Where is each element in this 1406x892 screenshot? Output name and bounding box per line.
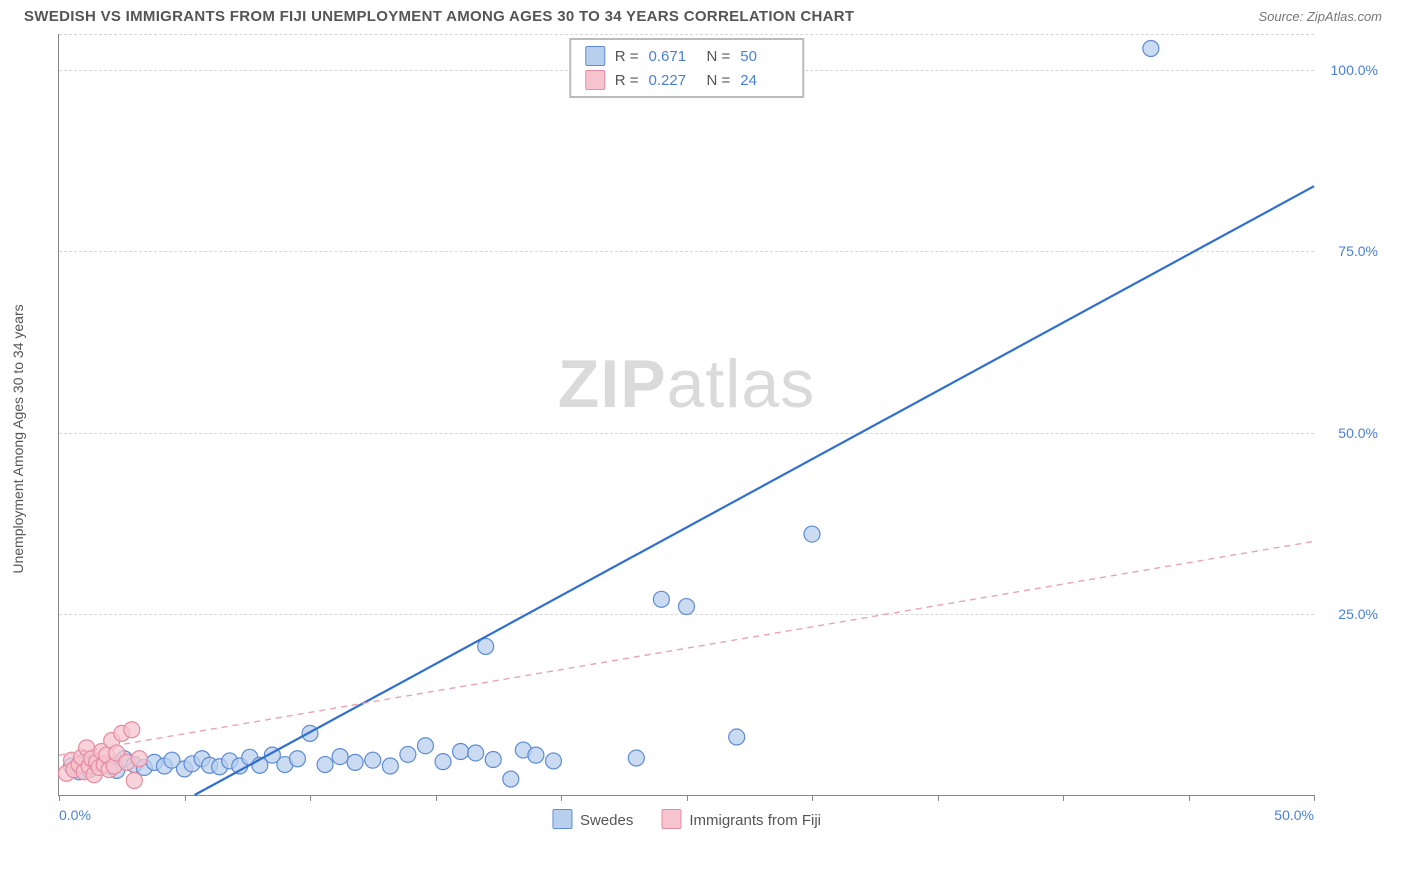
data-point — [653, 591, 669, 607]
plot-area: ZIPatlas R = 0.671 N = 50 R = 0.227 N = … — [58, 34, 1314, 796]
y-tick-label: 25.0% — [1338, 606, 1378, 622]
r-label: R = — [615, 72, 639, 89]
n-value-fiji: 24 — [740, 72, 788, 89]
series-legend: Swedes Immigrants from Fiji — [552, 809, 821, 829]
correlation-row-fiji: R = 0.227 N = 24 — [585, 68, 789, 92]
chart-svg — [59, 34, 1314, 795]
correlation-row-swedes: R = 0.671 N = 50 — [585, 44, 789, 68]
trend-line — [59, 541, 1314, 755]
data-point — [528, 747, 544, 763]
swatch-fiji — [661, 809, 681, 829]
data-point — [417, 738, 433, 754]
data-point — [382, 758, 398, 774]
header-bar: SWEDISH VS IMMIGRANTS FROM FIJI UNEMPLOY… — [0, 0, 1406, 29]
y-tick-label: 100.0% — [1331, 62, 1378, 78]
legend-label-fiji: Immigrants from Fiji — [689, 812, 821, 829]
data-point — [289, 751, 305, 767]
correlation-legend: R = 0.671 N = 50 R = 0.227 N = 24 — [569, 38, 805, 98]
n-value-swedes: 50 — [740, 48, 788, 65]
legend-label-swedes: Swedes — [580, 812, 633, 829]
n-label: N = — [707, 48, 731, 65]
swatch-fiji — [585, 70, 605, 90]
data-point — [679, 599, 695, 615]
trend-line — [195, 186, 1314, 795]
data-point — [1143, 40, 1159, 56]
data-point — [124, 722, 140, 738]
x-tick-label-min: 0.0% — [59, 807, 91, 823]
data-point — [729, 729, 745, 745]
legend-item-swedes: Swedes — [552, 809, 633, 829]
plot-wrapper: Unemployment Among Ages 30 to 34 years Z… — [34, 34, 1384, 844]
data-point — [332, 749, 348, 765]
r-value-swedes: 0.671 — [649, 48, 697, 65]
data-point — [126, 773, 142, 789]
x-tick-label-max: 50.0% — [1274, 807, 1314, 823]
r-value-fiji: 0.227 — [649, 72, 697, 89]
data-point — [453, 744, 469, 760]
data-point — [317, 757, 333, 773]
data-point — [347, 754, 363, 770]
data-point — [365, 752, 381, 768]
swatch-swedes — [585, 46, 605, 66]
data-point — [545, 753, 561, 769]
data-point — [628, 750, 644, 766]
y-axis-title: Unemployment Among Ages 30 to 34 years — [10, 304, 26, 573]
data-point — [400, 746, 416, 762]
source-label: Source: ZipAtlas.com — [1258, 9, 1382, 24]
data-point — [485, 751, 501, 767]
n-label: N = — [707, 72, 731, 89]
r-label: R = — [615, 48, 639, 65]
y-tick-label: 75.0% — [1338, 243, 1378, 259]
chart-title: SWEDISH VS IMMIGRANTS FROM FIJI UNEMPLOY… — [24, 8, 854, 25]
data-point — [503, 771, 519, 787]
data-point — [131, 751, 147, 767]
y-tick-label: 50.0% — [1338, 425, 1378, 441]
swatch-swedes — [552, 809, 572, 829]
data-point — [468, 745, 484, 761]
data-point — [435, 754, 451, 770]
data-point — [804, 526, 820, 542]
legend-item-fiji: Immigrants from Fiji — [661, 809, 821, 829]
